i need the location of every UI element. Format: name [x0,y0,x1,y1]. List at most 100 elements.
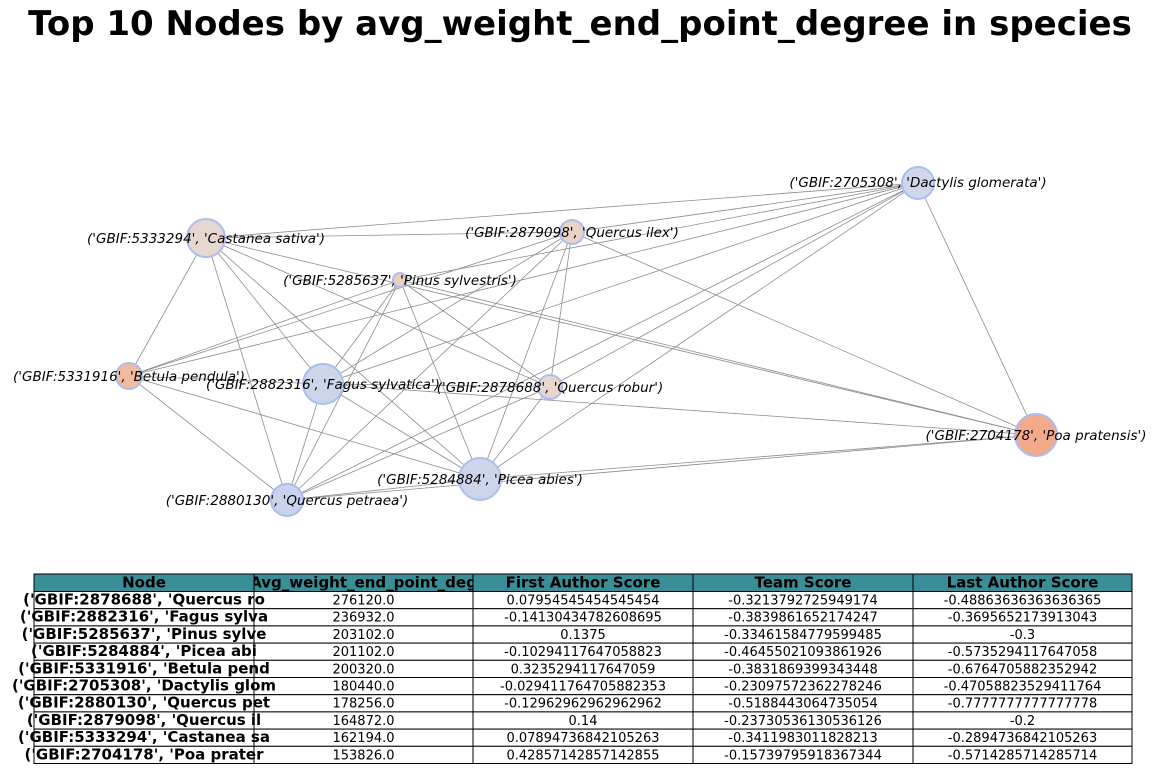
node-label: ('GBIF:2879098', 'Quercus ilex') [465,225,679,241]
table-cell-value: -0.029411764705882353 [500,680,666,695]
table-header-label: Avg_weight_end_point_deg [250,574,477,592]
graph-node-2705308 [901,166,935,200]
table-cell-value: 0.42857142857142855 [506,748,659,763]
graph-edge [205,182,919,239]
table-cell-value: 201102.0 [332,645,394,660]
graph-node-2878688 [537,374,563,400]
table-text: Node Avg_weight_end_point_deg First Author… [12,574,1101,764]
table-row-label: ('GBIF:5284884', 'Picea abi [31,642,257,660]
graph-edge [322,383,1037,436]
table-row-label: ('GBIF:5331916', 'Betula pend [18,659,270,677]
table-cell-value: 276120.0 [332,594,394,609]
table-cell-value: -0.10294117647058823 [504,645,662,660]
table-row-label: ('GBIF:5285637', 'Pinus sylve [22,625,267,643]
table-cell-value: 0.07894736842105263 [506,731,659,746]
table-cell-value: -0.33461584779599485 [724,628,882,643]
node-label: ('GBIF:2704178', 'Poa pratensis') [926,428,1147,444]
table-row-label: ('GBIF:2704178', 'Poa prater [24,745,264,763]
graph-node-2879098 [559,219,585,245]
table-cell-value: -0.15739795918367344 [724,748,882,763]
graph-node-2880130 [270,483,304,517]
table-header-label: Last Author Score [947,574,1099,592]
graph-edge [286,182,919,501]
graph-edge [205,237,481,480]
node-label: ('GBIF:5331916', 'Betula pendula') [13,369,245,385]
table-cell-value: 180440.0 [332,680,394,695]
graph-edge [128,375,288,501]
table-cell-value: 0.14 [569,714,598,729]
graph-edge [479,434,1037,480]
table-cell-value: -0.48863636363636365 [944,594,1102,609]
graph-edge [479,182,919,480]
node-label: ('GBIF:2878688', 'Quercus robur') [437,380,663,396]
graph-edge [128,375,324,385]
graph-edge [479,231,573,480]
chart-title: Top 10 Nodes by avg_weight_end_point_deg… [28,4,1132,44]
table-cell-value: -0.46455021093861926 [724,645,882,660]
table-cells [33,573,1133,764]
table-row-label: ('GBIF:5333294', 'Castanea sa [18,728,270,746]
graph-edge [286,279,401,501]
table-cell-value: 0.07954545454545454 [506,594,659,609]
table-cell-value: -0.47058823529411764 [944,680,1102,695]
table-cell-value: 164872.0 [332,714,394,729]
table-cell-value: 178256.0 [332,697,394,712]
table-cell-value: -0.5714285714285714 [948,748,1097,763]
graph-edge [286,478,481,501]
table-cell-value: -0.3 [1010,628,1035,643]
graph-edge [286,386,551,501]
table-row-label: ('GBIF:2705308', 'Dactylis glom [12,677,276,695]
table-cell-value: -0.3695652173913043 [948,611,1097,626]
table-cell-value: -0.14130434782608695 [504,611,662,626]
graph-edge [549,231,573,388]
graph-edge [205,231,573,239]
table-cell-value: -0.5735294117647058 [948,645,1097,660]
graph-edge [322,231,573,385]
graph-node-5331916 [115,362,143,390]
table-cell-value: 200320.0 [332,662,394,677]
graph-node-2704178 [1014,413,1058,457]
graph-edge [571,231,1037,436]
graph-edge [399,279,1037,436]
table-cell [912,745,1133,764]
graph-edge [322,383,481,480]
table-header-label: Team Score [755,574,852,592]
graph-edge [205,237,551,388]
graph-edge [205,237,288,501]
graph-edge [399,182,919,281]
table-cell-value: 153826.0 [332,748,394,763]
table-cell-value: -0.5188443064735054 [728,697,877,712]
node-label: ('GBIF:5333294', 'Castanea sativa') [87,231,325,247]
node-label: ('GBIF:5285637', 'Pinus sylvestris') [283,273,517,289]
table-cell-value: 236932.0 [332,611,394,626]
graph-edge [399,279,481,480]
table-cell-value: 0.3235294117647059 [511,662,656,677]
table-cell-value: 162194.0 [332,731,394,746]
graph-edge [286,434,1037,501]
graph-edge [205,237,324,385]
table-cell-value: 203102.0 [332,628,394,643]
node-label: ('GBIF:2705308', 'Dactylis glomerata') [789,175,1046,191]
graph-edge [549,182,919,388]
graph-node-5333294 [186,218,226,258]
node-label: ('GBIF:5284884', 'Picea abies') [377,472,583,488]
table-cell-value: -0.3213792725949174 [728,594,877,609]
graph-nodes [115,166,1058,517]
graph-edge [128,237,207,377]
node-label: ('GBIF:2880130', 'Quercus petraea') [166,493,409,509]
graph-edge [128,182,919,377]
graph-edge [917,182,1037,436]
graph-edge [128,279,401,377]
graph-edge [205,237,1037,436]
table-cell-value: -0.3411983011828213 [728,731,877,746]
graph-edge [128,231,573,377]
table-cell-value: -0.2894736842105263 [948,731,1097,746]
graph-edge [322,383,551,388]
table-cell-value: -0.12962962962962962 [504,697,662,712]
table-header-label: First Author Score [506,574,661,592]
table-cell-value: -0.23730536130536126 [724,714,882,729]
graph-node-5284884 [458,457,502,501]
graph-node-5285637 [392,272,408,288]
table-row-label: ('GBIF:2882316', 'Fagus sylva [20,608,268,626]
